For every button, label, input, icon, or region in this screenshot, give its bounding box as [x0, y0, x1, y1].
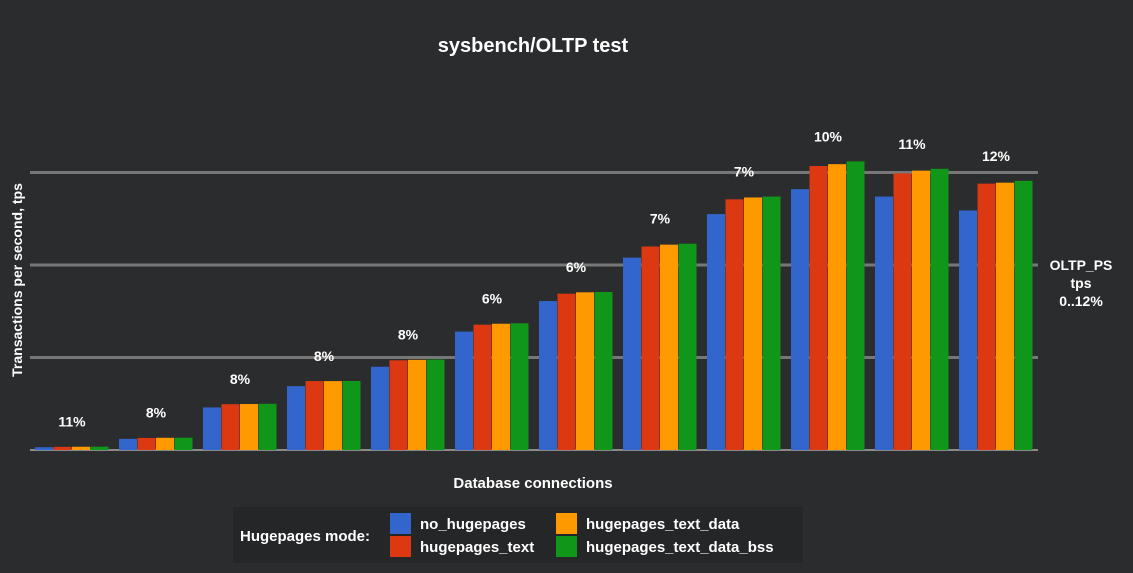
bar-hugepages-text-5 [389, 360, 408, 450]
legend-swatch-hugepages-text [390, 536, 411, 557]
legend-swatch-hugepages-text-data-bss [556, 536, 577, 557]
bar-hugepages-text-10 [809, 166, 828, 450]
bar-hugepages-text-12 [977, 183, 996, 450]
gridlines [30, 171, 1038, 451]
bar-hugepages-text-data-3 [240, 404, 258, 450]
bar-hugepages-text-data-6 [492, 323, 510, 450]
legend-swatch-no-hugepages [390, 513, 411, 534]
annotation-label: 7% [650, 211, 671, 227]
bar-hugepages-text-data-bss-2 [174, 437, 193, 450]
bar-hugepages-text-data-bss-12 [1014, 180, 1033, 450]
annotation-label: 10% [814, 128, 843, 144]
bar-hugepages-text-data-2 [156, 437, 174, 450]
bar-no-hugepages-8 [623, 257, 641, 450]
annotation-label: 6% [566, 259, 587, 275]
bar-hugepages-text-data-bss-9 [762, 196, 781, 450]
bar-no-hugepages-7 [539, 301, 557, 450]
bars [35, 161, 1033, 451]
annotation-label: 8% [314, 348, 335, 364]
bar-hugepages-text-data-bss-11 [930, 168, 949, 451]
legend-title: Hugepages mode: [240, 528, 370, 545]
legend-label-hugepages-text-data-bss: hugepages_text_data_bss [586, 539, 774, 556]
bar-no-hugepages-6 [455, 331, 473, 450]
bar-no-hugepages-10 [791, 189, 809, 450]
annotation-label: 8% [398, 327, 419, 343]
bar-no-hugepages-3 [203, 407, 221, 450]
annotation-label: 12% [982, 148, 1011, 164]
bar-hugepages-text-data-1 [72, 446, 90, 450]
bar-hugepages-text-data-9 [744, 197, 762, 450]
bar-hugepages-text-data-10 [828, 164, 846, 451]
bar-hugepages-text-data-bss-10 [846, 161, 865, 450]
x-axis-label: Database connections [453, 475, 612, 492]
bar-no-hugepages-4 [287, 386, 305, 450]
bar-hugepages-text-data-12 [996, 182, 1014, 451]
bar-hugepages-text-data-bss-7 [594, 292, 613, 450]
bar-no-hugepages-5 [371, 366, 389, 450]
annotation-label: 11% [58, 414, 86, 430]
annotation-label: 11% [898, 136, 926, 152]
bar-hugepages-text-data-7 [576, 292, 594, 450]
legend: Hugepages mode: no_hugepages hugepages_te… [233, 507, 803, 563]
bar-hugepages-text-data-8 [660, 244, 678, 450]
bar-hugepages-text-data-bss-4 [342, 380, 361, 450]
bar-hugepages-text-4 [305, 381, 324, 450]
right-axis-label: OLTP_PS tps 0..12% [1050, 257, 1113, 309]
bar-hugepages-text-data-bss-6 [510, 323, 529, 450]
annotation-label: 8% [146, 405, 167, 421]
right-axis-label-line-3: 0..12% [1059, 293, 1103, 309]
legend-items: no_hugepages hugepages_text hugepages_text… [390, 513, 774, 557]
bar-hugepages-text-8 [641, 246, 660, 450]
bar-no-hugepages-12 [959, 210, 977, 450]
bar-hugepages-text-11 [893, 173, 912, 451]
legend-label-hugepages-text-data: hugepages_text_data [586, 516, 740, 533]
bar-hugepages-text-9 [725, 199, 744, 450]
bar-hugepages-text-data-5 [408, 359, 426, 450]
legend-background [233, 507, 803, 563]
chart-title: sysbench/OLTP test [438, 35, 629, 57]
annotations: 11% 8% 8% 8% 8% 6% 6% 7% 7% 10% 11% 12% [58, 128, 1010, 429]
bar-hugepages-text-data-bss-5 [426, 359, 445, 450]
bar-hugepages-text-data-bss-1 [90, 446, 109, 450]
bar-no-hugepages-11 [875, 196, 893, 450]
annotation-label: 8% [230, 371, 251, 387]
legend-label-no-hugepages: no_hugepages [420, 516, 526, 533]
annotation-label: 7% [734, 164, 755, 180]
annotation-label: 6% [482, 290, 503, 306]
legend-label-hugepages-text: hugepages_text [420, 539, 534, 556]
bar-hugepages-text-data-bss-3 [258, 403, 277, 450]
bar-hugepages-text-6 [473, 324, 492, 450]
y-axis-label: Transactions per second, tps [9, 183, 25, 377]
bar-hugepages-text-7 [557, 293, 576, 450]
bar-hugepages-text-data-bss-8 [678, 243, 697, 450]
bar-hugepages-text-3 [221, 404, 240, 450]
right-axis-label-line-1: OLTP_PS [1050, 257, 1113, 273]
bar-no-hugepages-2 [119, 438, 137, 450]
bar-hugepages-text-2 [137, 437, 156, 450]
bar-no-hugepages-9 [707, 214, 725, 450]
bar-hugepages-text-data-4 [324, 381, 342, 450]
bar-no-hugepages-1 [35, 447, 53, 450]
legend-swatch-hugepages-text-data [556, 513, 577, 534]
right-axis-label-line-2: tps [1071, 275, 1092, 291]
bar-hugepages-text-1 [53, 446, 72, 450]
bar-hugepages-text-data-11 [912, 170, 930, 450]
